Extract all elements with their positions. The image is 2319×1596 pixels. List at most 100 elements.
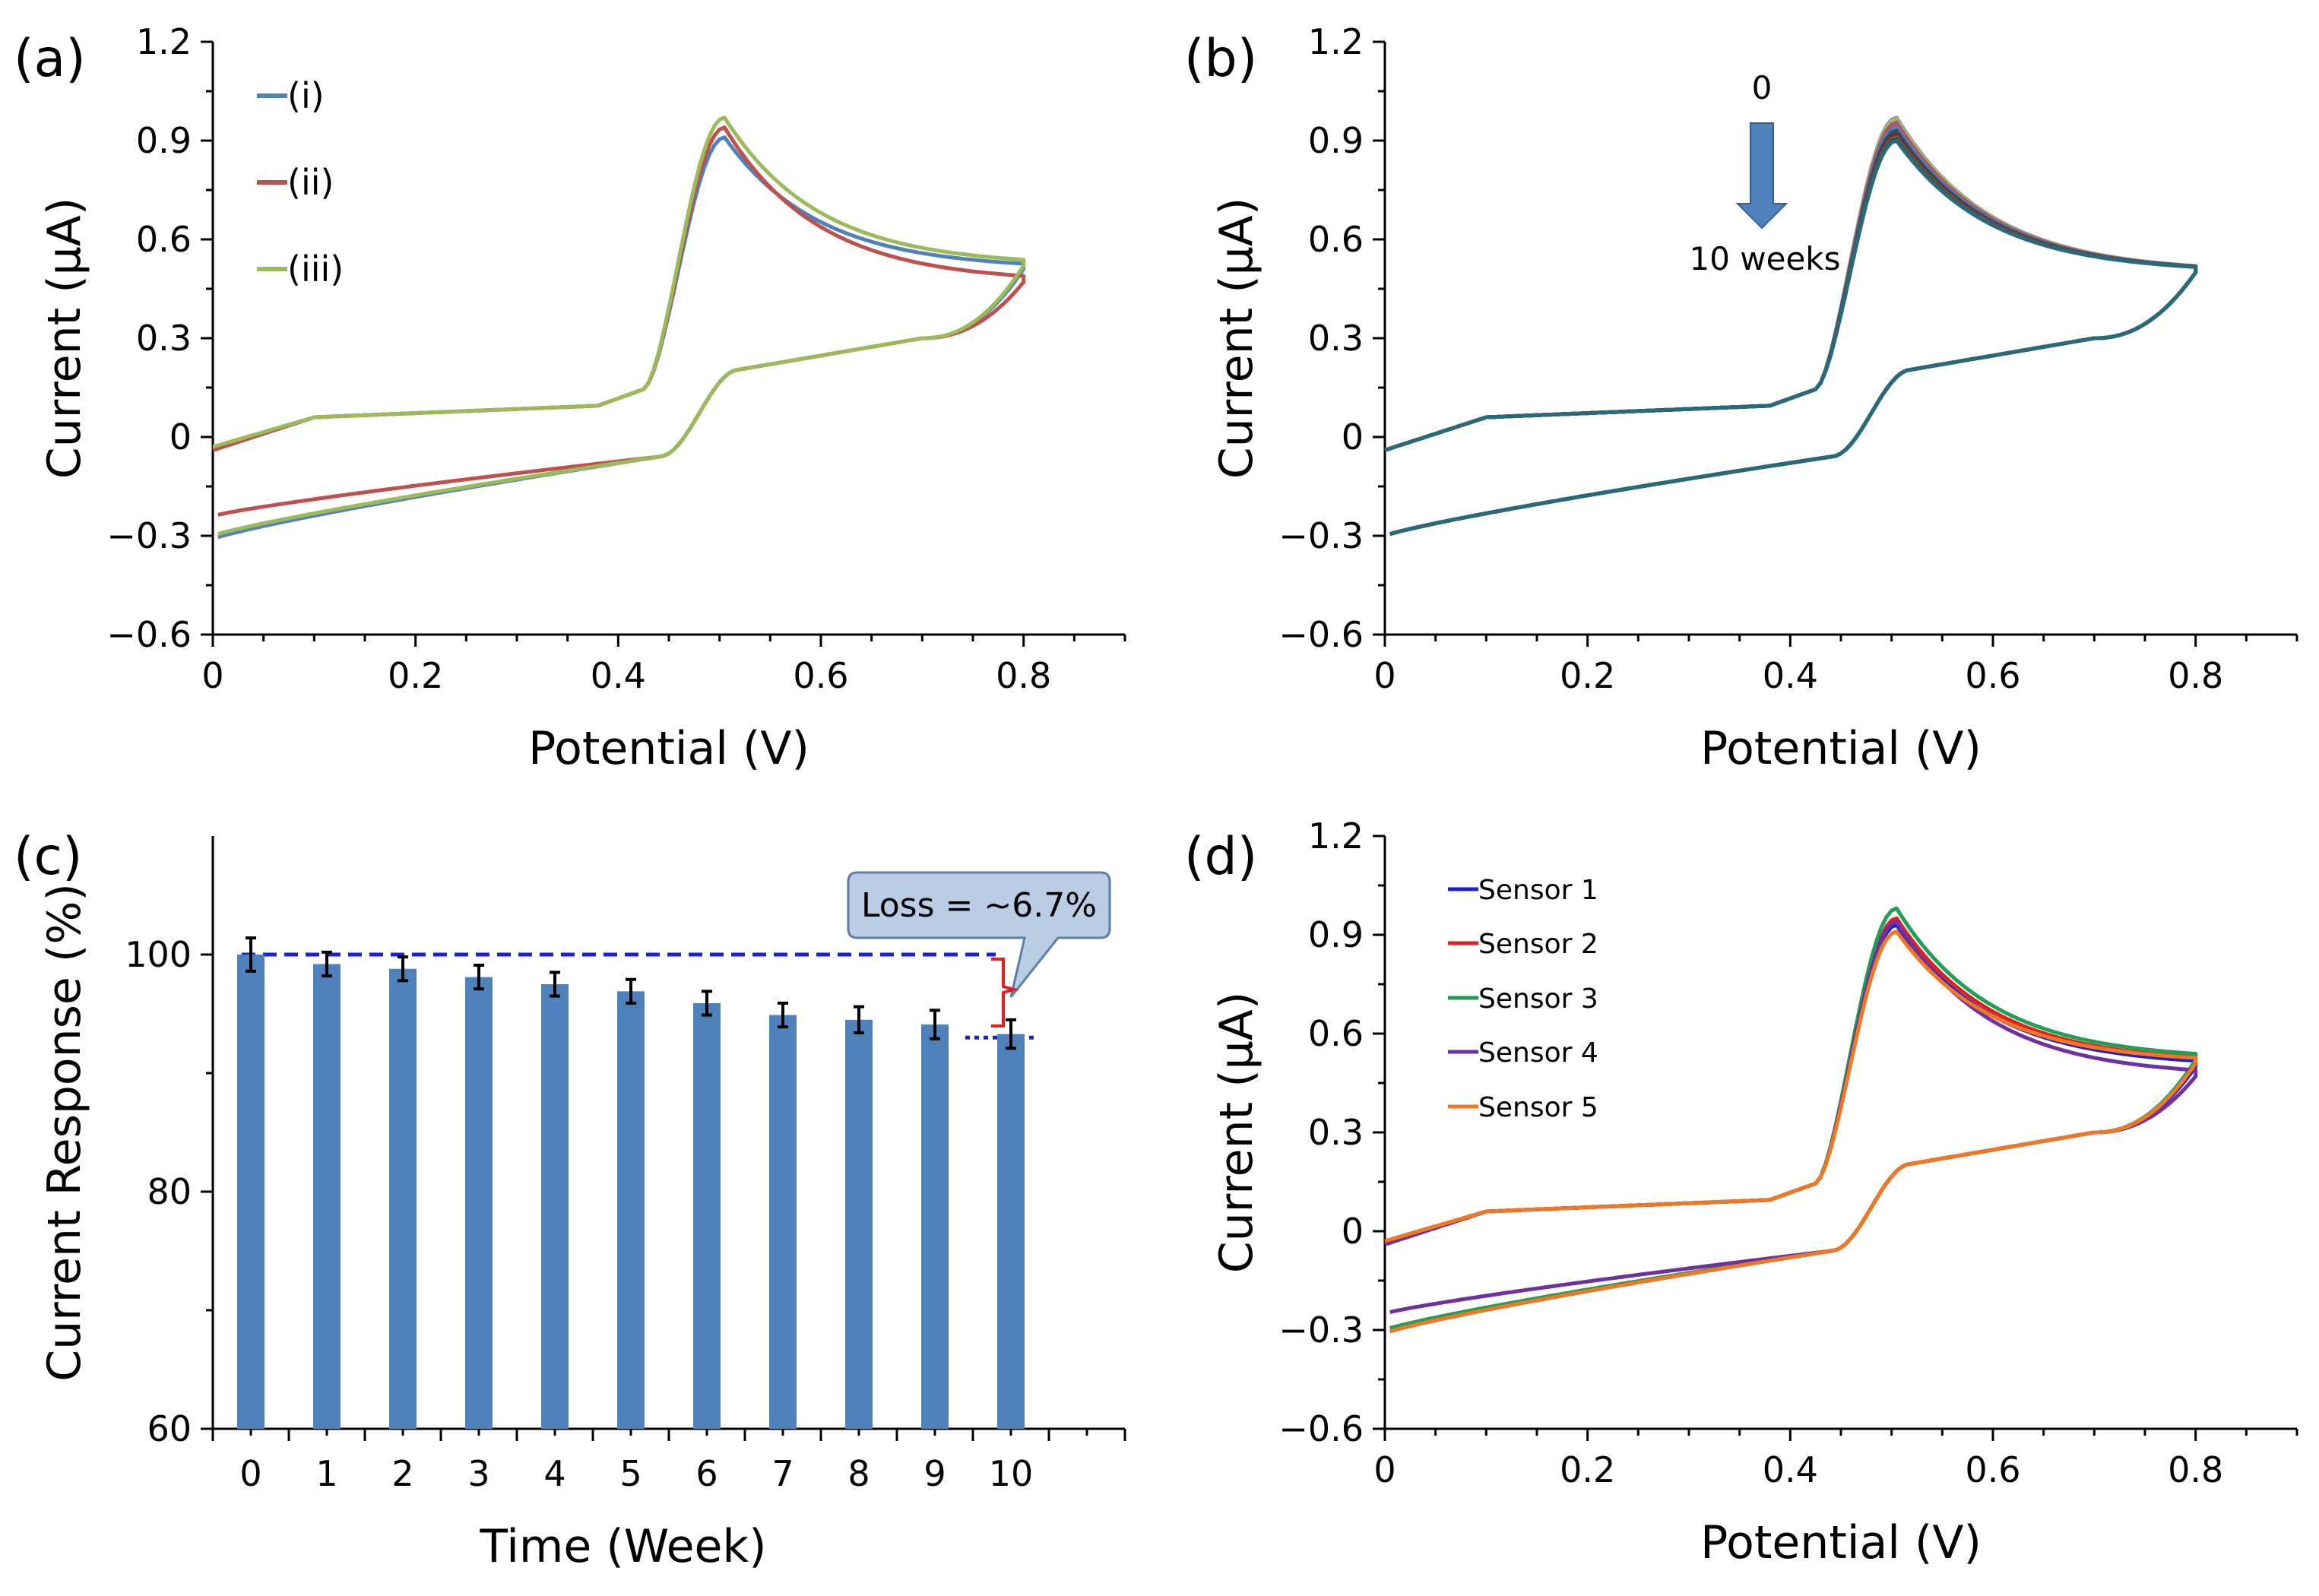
series-line-a-0 [212, 135, 1026, 540]
legend-d-label-4: Sensor 4 [1478, 1037, 1598, 1069]
legend-a-label-ii: (ii) [287, 162, 334, 203]
legend-a-label-i: (i) [287, 75, 325, 116]
series-line-b-8 [1384, 135, 2198, 537]
panel-c: (c) 60 80 100 0 1 2 3 4 5 6 7 8 9 10 Time (Week) Curren… [14, 827, 1126, 1573]
y-tick-label-b: 0.3 [1308, 318, 1364, 359]
x-tick-label-c: 8 [847, 1453, 870, 1494]
x-tick-label-c: 10 [989, 1453, 1034, 1494]
annotation-week-0: 0 [1752, 69, 1773, 106]
y-tick-label-b: −0.6 [1278, 614, 1364, 655]
y-tick-label-a: −0.6 [106, 614, 192, 655]
series-line-d-4 [1384, 929, 2198, 1334]
legend-d-label-3: Sensor 3 [1478, 983, 1598, 1015]
legend-a-label-iii: (iii) [287, 249, 344, 290]
arrow-annotation-b: 0 10 weeks [1689, 69, 1840, 277]
panel-b: (b) −0.6 −0.3 0 0.3 0.6 0.9 1.2 0 0.2 0.4 0.6 0.8 Po… [1184, 21, 2298, 775]
x-tick-label-c: 3 [467, 1453, 489, 1494]
panel-label-c: (c) [14, 827, 82, 887]
y-tick-label-a: 0.6 [136, 219, 192, 260]
y-tick-label-d: −0.6 [1278, 1408, 1364, 1449]
legend-d-label-1: Sensor 1 [1478, 875, 1598, 906]
bar-week-2 [389, 968, 417, 1429]
series-line-b-3 [1384, 120, 2198, 537]
x-tick-label-a: 0.8 [996, 655, 1051, 696]
y-tick-label-b: 0.6 [1308, 219, 1364, 260]
y-tick-label-a: 0.3 [136, 318, 192, 359]
legend-d-label-5: Sensor 5 [1478, 1092, 1598, 1123]
x-tick-label-a: 0 [201, 655, 223, 696]
y-tick-label-b: 0.9 [1308, 120, 1364, 161]
bar-week-6 [693, 1002, 721, 1429]
bar-week-10 [997, 1034, 1025, 1429]
y-tick-label-c: 80 [147, 1171, 192, 1212]
x-tick-label-a: 0.2 [388, 655, 443, 696]
bar-week-0 [237, 955, 265, 1429]
y-axis-title-b: Current (µA) [1210, 198, 1263, 479]
y-tick-label-a: 0 [169, 416, 192, 458]
x-tick-label-d: 0.6 [1965, 1449, 2020, 1490]
series-line-a-1 [212, 125, 1026, 517]
loss-callout: Loss = ~6.7% [847, 871, 1111, 1028]
series-line-b-4 [1384, 122, 2198, 537]
series-line-b-10 [1384, 138, 2198, 537]
y-tick-label-b: −0.3 [1278, 515, 1364, 556]
x-tick-label-b: 0.8 [2168, 655, 2223, 696]
series-line-b-2 [1384, 119, 2198, 537]
y-tick-label-b: 0 [1342, 416, 1364, 458]
legend-a: (i) (ii) (iii) [257, 75, 344, 290]
y-axis-title-c: Current Response (%) [38, 883, 91, 1382]
bar-week-8 [845, 1019, 873, 1429]
series-line-b-6 [1384, 128, 2198, 537]
x-axis-title-c: Time (Week) [479, 1520, 766, 1573]
series-line-b-7 [1384, 131, 2198, 537]
series-line-b-5 [1384, 125, 2198, 537]
x-tick-label-d: 0.8 [2168, 1449, 2223, 1490]
y-tick-label-a: 0.9 [136, 120, 192, 161]
x-tick-label-c: 5 [619, 1453, 642, 1494]
y-tick-label-d: 0 [1342, 1211, 1364, 1252]
bar-week-3 [465, 977, 493, 1429]
x-tick-label-b: 0.2 [1560, 655, 1615, 696]
x-tick-label-c: 7 [771, 1453, 794, 1494]
x-axis-title-a: Potential (V) [528, 722, 809, 775]
x-tick-label-b: 0 [1373, 655, 1396, 696]
legend-d: Sensor 1 Sensor 2 Sensor 3 Sensor 4 Sens… [1448, 875, 1598, 1123]
y-axis-title-d: Current (µA) [1210, 992, 1263, 1273]
x-tick-label-a: 0.4 [591, 655, 646, 696]
y-tick-label-d: 0.6 [1308, 1013, 1364, 1054]
panel-label-a: (a) [14, 29, 86, 89]
panel-label-d: (d) [1184, 827, 1257, 887]
bar-week-1 [313, 964, 341, 1429]
x-tick-label-c: 6 [695, 1453, 718, 1494]
y-tick-label-a: −0.3 [106, 515, 192, 556]
series-line-b-1 [1384, 117, 2198, 537]
x-tick-label-c: 2 [391, 1453, 413, 1494]
loss-bracket [991, 958, 1020, 1028]
bar-week-7 [769, 1015, 797, 1429]
annotation-10-weeks: 10 weeks [1689, 240, 1840, 277]
panel-a: (a) −0.6 −0.3 0 0.3 0.6 0.9 1.2 0 0.2 0.4 0.6 0.8 Po… [14, 21, 1126, 775]
bar-week-4 [541, 984, 569, 1429]
x-tick-label-a: 0.6 [793, 655, 848, 696]
down-arrow-icon [1735, 122, 1788, 230]
y-tick-label-d: 1.2 [1308, 815, 1364, 857]
x-tick-label-d: 0.2 [1560, 1449, 1615, 1490]
series-line-d-1 [1384, 916, 2198, 1331]
loss-callout-text: Loss = ~6.7% [861, 886, 1097, 925]
y-tick-label-c: 100 [125, 934, 192, 975]
panel-d: (d) −0.6 −0.3 0 0.3 0.6 0.9 1.2 0 0.2 0.4 0.6 0.8 Po… [1184, 815, 2298, 1569]
y-tick-label-d: −0.3 [1278, 1309, 1364, 1351]
y-tick-label-c: 60 [147, 1408, 192, 1449]
x-tick-label-d: 0.4 [1763, 1449, 1818, 1490]
bar-week-5 [617, 991, 645, 1429]
y-tick-label-d: 0.9 [1308, 914, 1364, 955]
x-tick-label-c: 4 [543, 1453, 565, 1494]
x-tick-label-c: 9 [923, 1453, 946, 1494]
x-tick-label-d: 0 [1373, 1449, 1396, 1490]
legend-d-label-2: Sensor 2 [1478, 929, 1598, 960]
y-tick-label-d: 0.3 [1308, 1112, 1364, 1153]
panel-label-b: (b) [1184, 29, 1257, 89]
bar-week-9 [921, 1024, 949, 1429]
y-axis-title-a: Current (µA) [38, 198, 91, 479]
